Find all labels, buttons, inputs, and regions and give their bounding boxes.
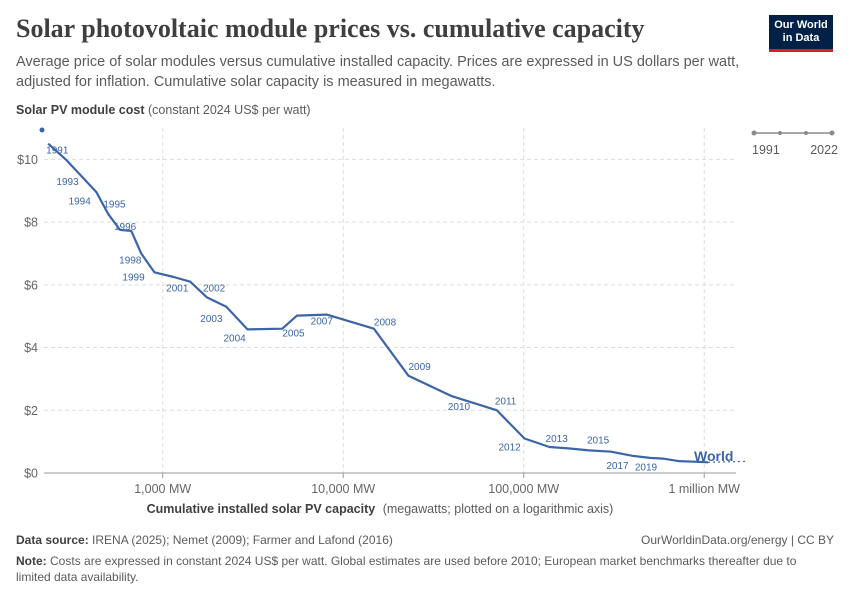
series-connector (708, 460, 749, 463)
series-start-marker (39, 127, 45, 133)
data-point-2002[interactable] (204, 294, 210, 300)
year-label-1991: 1991 (46, 146, 69, 157)
y-tick-label: $2 (24, 404, 38, 418)
year-label-2003: 2003 (200, 314, 223, 325)
chart-subtitle: Average price of solar modules versus cu… (16, 54, 740, 90)
data-point-2017[interactable] (629, 453, 635, 459)
year-label-1993: 1993 (56, 177, 79, 188)
y-tick-label: $4 (24, 341, 38, 355)
owid-logo[interactable]: Our World in Data (769, 15, 833, 52)
data-point-2004[interactable] (245, 326, 251, 332)
year-label-2001: 2001 (166, 284, 189, 295)
axis-layer: $0 $2 $4 $6 $8 $10 1,000 MW 10,000 MW 100,000 MW… (17, 153, 740, 496)
year-label-2017: 2017 (606, 461, 629, 472)
series-layer (39, 127, 749, 464)
data-point-2014[interactable] (567, 446, 573, 452)
year-label-2008: 2008 (374, 318, 397, 329)
data-point-2009[interactable] (405, 373, 411, 379)
x-tick-label: 10,000 MW (311, 482, 375, 496)
year-label-2015: 2015 (587, 435, 610, 446)
timeline-start-handle[interactable] (751, 130, 757, 136)
note-label: Note: (16, 554, 47, 568)
data-source-text[interactable]: IRENA (2025); Nemet (2009); Farmer and L… (92, 533, 393, 547)
timeline-end-handle[interactable] (829, 130, 835, 136)
data-source: Data source: IRENA (2025); Nemet (2009);… (16, 533, 393, 547)
data-point-2016[interactable] (608, 449, 614, 455)
series-label-world[interactable]: World (694, 448, 733, 464)
data-point-2000[interactable] (171, 274, 177, 280)
data-point-2003[interactable] (223, 304, 229, 310)
year-label-1994: 1994 (69, 196, 92, 207)
grid-layer (44, 128, 736, 473)
data-point-2018[interactable] (647, 455, 653, 461)
logo-line-1: Our World (774, 19, 828, 31)
data-source-label: Data source: (16, 533, 89, 547)
year-label-2004: 2004 (224, 333, 247, 344)
timeline-end-label: 2022 (810, 143, 838, 157)
logo-line-2: in Data (782, 32, 820, 44)
data-point-1994[interactable] (94, 189, 100, 195)
footer-link[interactable]: OurWorldinData.org/energy | CC BY (641, 533, 834, 547)
data-point-2006[interactable] (294, 313, 300, 319)
y-axis-label: Solar PV module cost (constant 2024 US$ … (16, 103, 311, 117)
year-label-2009: 2009 (408, 362, 431, 373)
data-point-2010[interactable] (449, 393, 455, 399)
year-label-1999: 1999 (122, 272, 145, 283)
x-tick-label: 100,000 MW (488, 482, 559, 496)
chart-title: Solar photovoltaic module prices vs. cum… (16, 14, 645, 43)
x-tick-label: 1 million MW (668, 482, 740, 496)
timeline-tick (778, 131, 782, 135)
year-label-2007: 2007 (311, 317, 334, 328)
note: Note: Costs are expressed in constant 20… (16, 553, 816, 585)
y-axis-label-units: (constant 2024 US$ per watt) (148, 103, 311, 117)
year-label-2019: 2019 (635, 463, 658, 474)
data-point-2011[interactable] (494, 407, 500, 413)
y-tick-label: $10 (17, 153, 38, 167)
data-point-1999[interactable] (151, 269, 157, 275)
data-point-2020[interactable] (675, 458, 681, 464)
timeline-slider[interactable]: 1991 2022 (748, 124, 838, 164)
data-point-1992[interactable] (63, 156, 69, 162)
x-axis-label-units: (megawatts; plotted on a logarithmic axi… (383, 502, 614, 516)
x-axis-label: Cumulative installed solar PV capacity (… (147, 502, 614, 516)
y-tick-label: $0 (24, 467, 38, 481)
year-label-2012: 2012 (498, 443, 521, 454)
year-label-2013: 2013 (546, 434, 569, 445)
x-axis-label-bold: Cumulative installed solar PV capacity (147, 502, 376, 516)
label-layer: 1991 1993 1994 1995 1996 1998 1999 2001 2002 2003… (46, 146, 733, 474)
data-point-2012[interactable] (521, 436, 527, 442)
data-point-1995[interactable] (105, 211, 111, 217)
y-axis-label-bold: Solar PV module cost (16, 103, 145, 117)
y-tick-label: $8 (24, 216, 38, 230)
year-label-1995: 1995 (103, 199, 126, 210)
note-text: Costs are expressed in constant 2024 US$… (16, 554, 797, 584)
year-label-2005: 2005 (282, 329, 305, 340)
year-label-1998: 1998 (119, 255, 142, 266)
year-label-2002: 2002 (203, 283, 226, 294)
y-tick-label: $6 (24, 278, 38, 292)
year-label-2011: 2011 (495, 396, 517, 407)
x-tick-label: 1,000 MW (134, 482, 191, 496)
data-point-2019[interactable] (660, 456, 666, 462)
timeline-tick (804, 131, 808, 135)
timeline-start-label: 1991 (752, 143, 780, 157)
series-line-world[interactable] (47, 142, 709, 464)
year-label-1996: 1996 (114, 222, 137, 233)
data-point-2015[interactable] (586, 447, 592, 453)
year-label-2010: 2010 (448, 402, 471, 413)
